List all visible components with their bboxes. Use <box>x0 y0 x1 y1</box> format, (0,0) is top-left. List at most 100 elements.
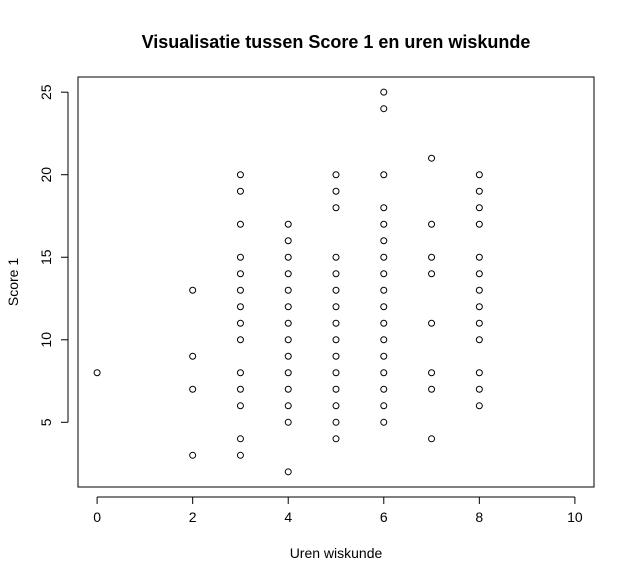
data-point <box>475 336 483 344</box>
data-point <box>189 352 197 360</box>
data-point <box>475 270 483 278</box>
y-tick-label: 20 <box>38 167 54 183</box>
data-point <box>332 418 340 426</box>
data-points <box>93 88 483 476</box>
data-point <box>428 253 436 261</box>
data-point <box>380 204 388 212</box>
data-point <box>475 319 483 327</box>
data-point <box>428 270 436 278</box>
data-point <box>236 270 244 278</box>
data-point <box>332 385 340 393</box>
data-point <box>475 253 483 261</box>
plot-frame <box>77 76 595 488</box>
data-point <box>380 171 388 179</box>
y-tick-label: 25 <box>38 84 54 100</box>
data-point <box>380 286 388 294</box>
data-point <box>93 369 101 377</box>
data-point <box>475 303 483 311</box>
data-point <box>284 418 292 426</box>
data-point <box>284 319 292 327</box>
data-point <box>380 303 388 311</box>
data-point <box>236 385 244 393</box>
data-point <box>332 435 340 443</box>
data-point <box>189 451 197 459</box>
data-point <box>428 385 436 393</box>
data-point <box>236 369 244 377</box>
data-point <box>284 468 292 476</box>
data-point <box>380 270 388 278</box>
data-point <box>332 352 340 360</box>
data-point <box>475 286 483 294</box>
data-point <box>475 171 483 179</box>
data-point <box>284 352 292 360</box>
data-point <box>284 237 292 245</box>
data-point <box>428 319 436 327</box>
x-axis-label: Uren wiskunde <box>290 545 383 561</box>
x-axis: 0 2 4 6 8 10 <box>93 496 583 525</box>
data-point <box>284 286 292 294</box>
x-tick-label: 2 <box>189 509 197 525</box>
data-point <box>284 303 292 311</box>
data-point <box>332 187 340 195</box>
data-point <box>236 451 244 459</box>
data-point <box>380 336 388 344</box>
data-point <box>284 220 292 228</box>
data-point <box>428 435 436 443</box>
data-point <box>428 154 436 162</box>
data-point <box>236 303 244 311</box>
data-point <box>380 105 388 113</box>
data-point <box>332 369 340 377</box>
y-tick-label: 15 <box>38 249 54 265</box>
data-point <box>332 303 340 311</box>
data-point <box>428 369 436 377</box>
data-point <box>236 220 244 228</box>
data-point <box>380 253 388 261</box>
data-point <box>332 286 340 294</box>
data-point <box>475 204 483 212</box>
data-point <box>475 369 483 377</box>
x-tick-label: 0 <box>93 509 101 525</box>
data-point <box>380 237 388 245</box>
data-point <box>236 187 244 195</box>
x-tick-label: 8 <box>475 509 483 525</box>
data-point <box>284 402 292 410</box>
data-point <box>332 270 340 278</box>
data-point <box>428 220 436 228</box>
y-axis-label: Score 1 <box>5 258 21 306</box>
data-point <box>380 352 388 360</box>
data-point <box>236 253 244 261</box>
data-point <box>236 435 244 443</box>
chart-title: Visualisatie tussen Score 1 en uren wisk… <box>142 32 531 52</box>
y-tick-label: 5 <box>38 418 54 426</box>
data-point <box>332 319 340 327</box>
data-point <box>236 319 244 327</box>
data-point <box>475 220 483 228</box>
x-tick-label: 6 <box>380 509 388 525</box>
data-point <box>284 270 292 278</box>
data-point <box>236 286 244 294</box>
data-point <box>475 402 483 410</box>
data-point <box>332 253 340 261</box>
data-point <box>475 187 483 195</box>
data-point <box>332 402 340 410</box>
data-point <box>332 171 340 179</box>
data-point <box>189 286 197 294</box>
data-point <box>380 369 388 377</box>
data-point <box>380 402 388 410</box>
data-point <box>380 88 388 96</box>
data-point <box>284 253 292 261</box>
data-point <box>475 385 483 393</box>
data-point <box>284 336 292 344</box>
data-point <box>236 336 244 344</box>
data-point <box>332 204 340 212</box>
y-axis: 5 10 15 20 25 <box>38 84 69 426</box>
data-point <box>236 402 244 410</box>
data-point <box>380 418 388 426</box>
data-point <box>284 385 292 393</box>
data-point <box>332 336 340 344</box>
data-point <box>380 319 388 327</box>
data-point <box>284 369 292 377</box>
data-point <box>380 385 388 393</box>
data-point <box>189 385 197 393</box>
